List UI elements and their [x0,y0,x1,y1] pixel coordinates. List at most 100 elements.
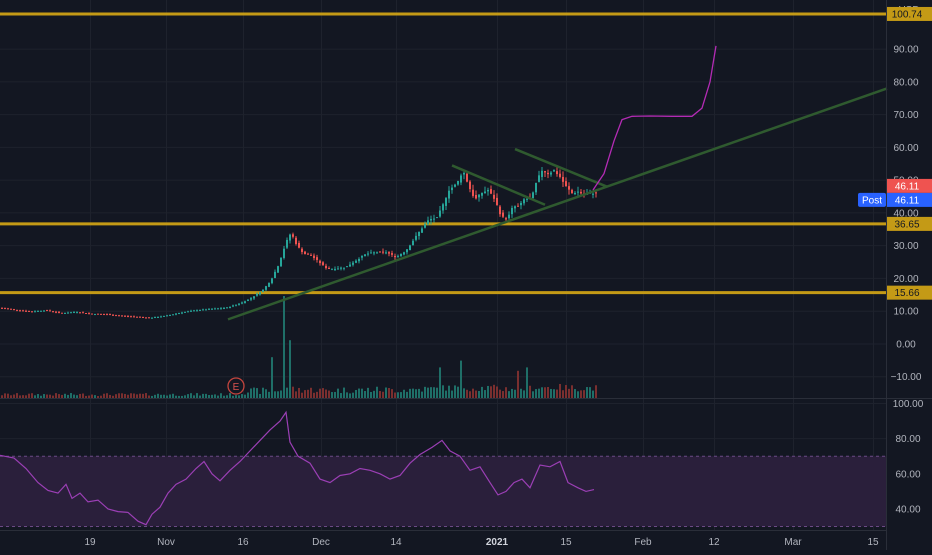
volume-bar [196,393,198,398]
time-axis[interactable]: 19 Nov 16 Dec 14 2021 15 Feb 12 Mar 15 [0,530,886,549]
trendline [227,87,888,321]
volume-bar [433,387,435,398]
rsi-tick-label: 80.00 [895,434,920,445]
volume-bar [574,389,576,398]
earnings-marker[interactable]: E [227,377,245,395]
volume-bar [22,395,24,398]
candle-body [262,289,264,292]
price-badge [887,178,932,193]
candle-body [85,312,87,314]
candle-body [244,301,246,303]
volume-bar [187,394,189,398]
candle-body [70,312,72,314]
projection-line [592,45,717,191]
candle-body [457,180,459,185]
volume-bar [127,394,129,398]
volume-bar [28,393,30,398]
candle-body [493,194,495,199]
candle-body [289,234,291,241]
candle-body [238,303,240,305]
projection-path[interactable] [592,45,717,191]
volume-bar [160,394,162,398]
candle-body [322,262,324,265]
candle-body [355,260,357,263]
volume-bar [259,393,261,398]
candle-body [160,316,162,318]
candle-body [247,299,249,301]
time-tick-label: Nov [157,537,175,548]
candle-body [412,240,414,246]
volume-bars [1,296,597,398]
candle-body [562,176,564,182]
horizontal-levels[interactable] [0,12,886,295]
volume-bar [58,394,60,398]
rsi-pane[interactable] [0,410,886,527]
price-badges: 100.74 46.11 Post 46.11 36.65 15.66 [858,6,932,300]
volume-bar [253,387,255,398]
candle-body [472,189,474,196]
candle-body [346,266,348,268]
candle-body [400,254,402,257]
candle-body [235,304,237,306]
volume-bar [373,390,375,398]
volume-bar [322,388,324,398]
candle-body [517,205,519,207]
time-tick-label: Dec [312,537,330,548]
volume-bar [418,388,420,398]
candle-body [223,308,225,310]
volume-bar [403,389,405,398]
volume-bar [451,390,453,398]
candle-body [199,309,201,311]
rsi-axis[interactable]: 100.00 80.00 60.00 40.00 [893,399,924,515]
candle-body [313,255,315,259]
volume-bar [148,395,150,398]
trendline [514,147,608,188]
price-tick-label: 40.00 [893,208,918,219]
volume-bar [34,395,36,398]
volume-bar [325,389,327,398]
candle-body [484,191,486,194]
candle-body [124,315,126,317]
candle-body [184,311,186,313]
candle-body [487,189,489,192]
volume-bar [541,387,543,398]
candle-body [574,192,576,195]
candle-body [172,314,174,316]
candle-body [265,286,267,290]
candle-body [280,258,282,267]
volume-bar [508,391,510,398]
candle-body [577,191,579,193]
volume-bar [199,395,201,398]
volume-bar [205,393,207,398]
candle-body [328,268,330,270]
volume-bar [520,388,522,398]
volume-bar [556,389,558,398]
volume-bar [49,394,51,398]
candle-body [385,252,387,254]
rsi-band [0,456,886,527]
volume-bar [235,395,237,398]
candle-body [19,310,21,312]
candle-body [16,309,18,311]
time-tick-label: 12 [708,537,720,548]
candle-body [82,312,84,314]
candle-body [268,282,270,287]
volume-bar [151,395,153,398]
volume-bar [1,395,3,398]
volume-bar [568,388,570,398]
price-tick-label: 90.00 [893,45,918,56]
candlestick-series[interactable] [1,165,597,319]
time-tick-label: 16 [237,537,249,548]
volume-bar [352,392,354,398]
volume-bar [280,390,282,398]
volume-bar [295,391,297,398]
volume-bar [52,395,54,398]
volume-bar [166,395,168,398]
volume-bar [367,387,369,398]
candle-body [361,256,363,258]
trendlines[interactable] [227,87,888,321]
volume-bar [103,393,105,398]
volume-bar [109,394,111,398]
